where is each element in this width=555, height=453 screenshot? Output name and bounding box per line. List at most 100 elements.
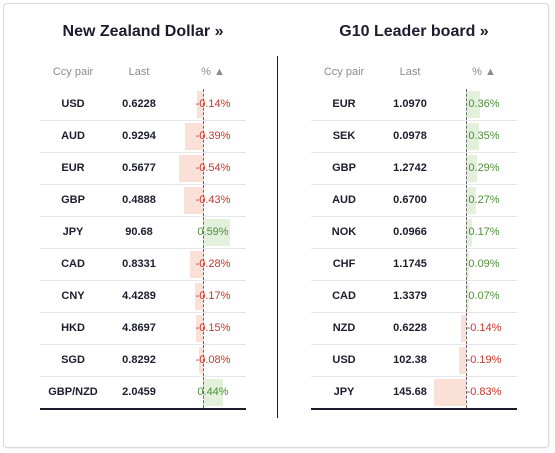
currency-pair-cell: SGD (61, 354, 85, 366)
percent-change-cell: -0.08% (180, 345, 246, 376)
currency-pair-cell: USD (332, 354, 356, 366)
percent-change-value: 0.36% (468, 98, 500, 110)
last-price-cell: 4.8697 (122, 322, 156, 334)
currency-pair-cell: CAD (61, 258, 85, 270)
last-price-cell: 0.8331 (122, 258, 156, 270)
percent-change-cell: 0.17% (451, 217, 517, 248)
last-price-cell: 0.5677 (122, 162, 156, 174)
table-row[interactable]: CAD 1.3379 0.07% (311, 281, 517, 313)
zero-baseline (203, 377, 204, 408)
percent-change-cell: -0.17% (180, 281, 246, 312)
table-row[interactable]: GBP/NZD 2.0459 0.44% (40, 377, 246, 410)
percent-change-cell: 0.59% (180, 217, 246, 248)
currency-pair-cell: EUR (61, 162, 85, 174)
column-header-last[interactable]: Last (399, 66, 421, 78)
negative-change-bar (458, 347, 466, 374)
last-price-cell: 4.4289 (122, 290, 156, 302)
percent-change-cell: -0.39% (180, 121, 246, 152)
percent-change-value: -0.54% (195, 162, 231, 174)
last-price-cell: 0.0966 (393, 226, 427, 238)
table-row[interactable]: CHF 1.1745 0.09% (311, 249, 517, 281)
percent-change-value: -0.15% (195, 322, 231, 334)
zero-baseline (466, 217, 467, 248)
negative-change-bar (195, 283, 203, 310)
table-row[interactable]: CAD 0.8331 -0.28% (40, 249, 246, 281)
percent-change-value: 0.27% (468, 194, 500, 206)
negative-change-bar (199, 347, 203, 374)
negative-change-bar (185, 123, 203, 150)
table-row[interactable]: EUR 1.0970 0.36% (311, 89, 517, 121)
column-header-percent-sort[interactable]: % ▲ (201, 66, 225, 78)
zero-baseline (466, 377, 467, 408)
g10-panel-title-link[interactable]: G10 Leader board » (339, 23, 489, 40)
currency-pair-cell: CNY (61, 290, 85, 302)
table-row[interactable]: NOK 0.0966 0.17% (311, 217, 517, 249)
column-header-percent-sort[interactable]: % ▲ (472, 66, 496, 78)
table-row[interactable]: SGD 0.8292 -0.08% (40, 345, 246, 377)
positive-change-bar (203, 379, 223, 406)
zero-baseline (466, 185, 467, 216)
percent-change-value: 0.35% (468, 130, 500, 142)
percent-change-value: 0.29% (468, 162, 500, 174)
last-price-cell: 1.3379 (393, 290, 427, 302)
positive-change-bar (466, 283, 469, 310)
negative-change-bar (460, 315, 466, 342)
zero-baseline (466, 89, 467, 120)
table-row[interactable]: EUR 0.5677 -0.54% (40, 153, 246, 185)
currency-pair-cell: USD (61, 98, 85, 110)
column-header-ccy-pair[interactable]: Ccy pair (52, 66, 94, 78)
last-price-cell: 0.6700 (393, 194, 427, 206)
percent-change-cell: 0.35% (451, 121, 517, 152)
last-price-cell: 0.8292 (122, 354, 156, 366)
zero-baseline (203, 89, 204, 120)
positive-change-bar (466, 187, 477, 214)
zero-baseline (203, 313, 204, 344)
percent-change-cell: 0.44% (180, 377, 246, 408)
table-row[interactable]: AUD 0.9294 -0.39% (40, 121, 246, 153)
last-price-cell: 102.38 (393, 354, 427, 366)
percent-change-value: -0.08% (195, 354, 231, 366)
currency-pair-cell: AUD (61, 130, 85, 142)
zero-baseline (466, 249, 467, 280)
last-price-cell: 0.4888 (122, 194, 156, 206)
table-row[interactable]: GBP 1.2742 0.29% (311, 153, 517, 185)
table-row[interactable]: USD 102.38 -0.19% (311, 345, 517, 377)
percent-change-cell: 0.29% (451, 153, 517, 184)
percent-change-cell: -0.15% (180, 313, 246, 344)
last-price-cell: 145.68 (393, 386, 427, 398)
negative-change-bar (183, 187, 203, 214)
zero-baseline (466, 281, 467, 312)
table-row[interactable]: CNY 4.4289 -0.17% (40, 281, 246, 313)
table-row[interactable]: GBP 0.4888 -0.43% (40, 185, 246, 217)
column-header-last[interactable]: Last (128, 66, 150, 78)
zero-baseline (466, 313, 467, 344)
currency-pair-cell: JPY (62, 226, 84, 238)
percent-change-cell: -0.19% (451, 345, 517, 376)
table-row[interactable]: HKD 4.8697 -0.15% (40, 313, 246, 345)
positive-change-bar (466, 155, 478, 182)
table-row[interactable]: AUD 0.6700 0.27% (311, 185, 517, 217)
zero-baseline (203, 281, 204, 312)
column-header-ccy-pair[interactable]: Ccy pair (323, 66, 365, 78)
percent-change-value: 0.44% (197, 386, 229, 398)
percent-change-value: -0.17% (195, 290, 231, 302)
positive-change-bar (466, 91, 480, 118)
table-row[interactable]: USD 0.6228 -0.14% (40, 89, 246, 121)
percent-change-cell: -0.14% (451, 313, 517, 344)
percent-change-cell: -0.43% (180, 185, 246, 216)
table-row[interactable]: NZD 0.6228 -0.14% (311, 313, 517, 345)
last-price-cell: 0.6228 (122, 98, 156, 110)
table-row[interactable]: JPY 145.68 -0.83% (311, 377, 517, 410)
percent-change-value: -0.43% (195, 194, 231, 206)
zero-baseline (203, 217, 204, 248)
percent-change-value: -0.19% (466, 354, 502, 366)
table-row[interactable]: SEK 0.0978 0.35% (311, 121, 517, 153)
negative-change-bar (196, 91, 203, 118)
nzd-panel-title-link[interactable]: New Zealand Dollar » (62, 23, 224, 40)
table-row[interactable]: JPY 90.68 0.59% (40, 217, 246, 249)
last-price-cell: 0.6228 (393, 322, 427, 334)
percent-change-cell: 0.09% (451, 249, 517, 280)
negative-change-bar (190, 251, 203, 278)
last-price-cell: 0.0978 (393, 130, 427, 142)
last-price-cell: 0.9294 (122, 130, 156, 142)
